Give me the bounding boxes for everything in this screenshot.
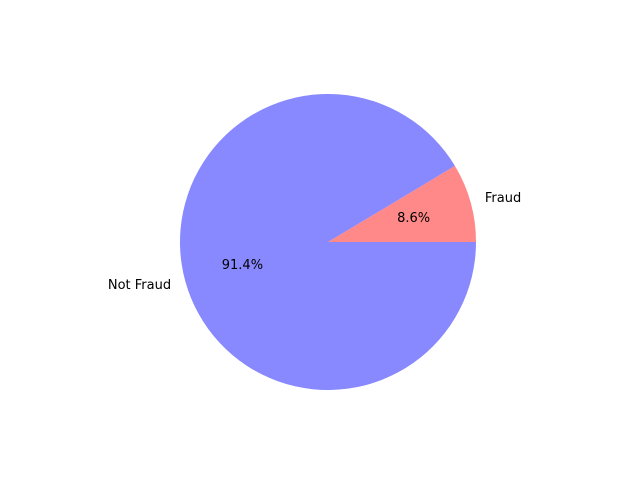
pie-slices — [179, 94, 476, 391]
pct-label-fraud: 8.6% — [397, 211, 430, 226]
pie-labels: Fraud 8.6% Not Fraud 91.4% — [108, 191, 521, 293]
slice-label-fraud: Fraud — [485, 191, 521, 206]
slice-label-not-fraud: Not Fraud — [108, 278, 171, 293]
pie-slice-not-fraud — [179, 94, 476, 391]
pct-label-not-fraud: 91.4% — [222, 258, 263, 273]
pie-slice-fraud — [328, 165, 476, 242]
